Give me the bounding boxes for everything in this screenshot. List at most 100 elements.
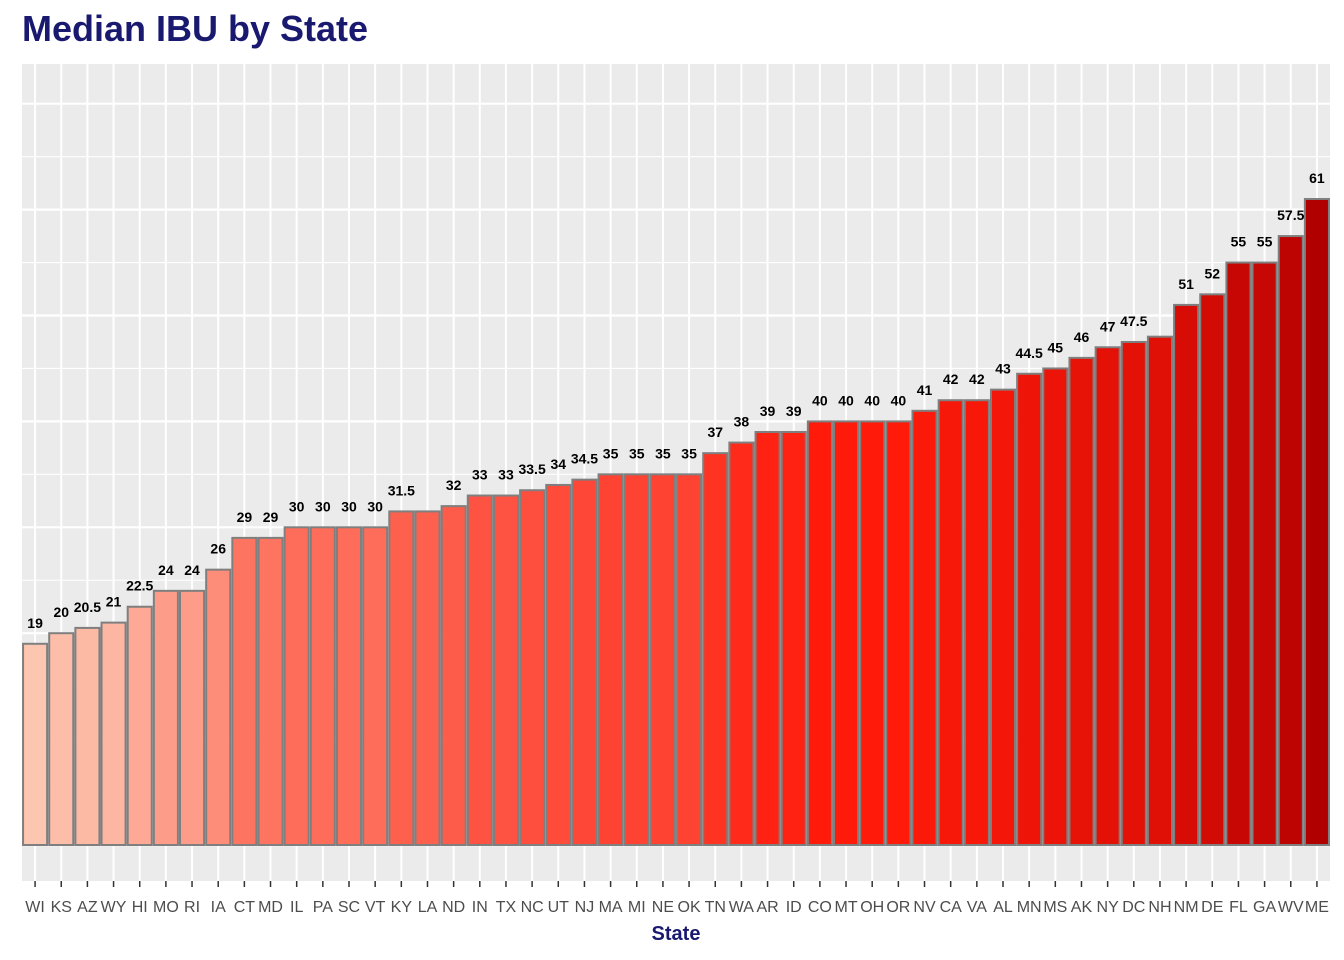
x-tick-label: CT bbox=[234, 899, 256, 916]
x-tick-label: PA bbox=[313, 899, 333, 916]
x-tick-label: DE bbox=[1201, 899, 1223, 916]
bar-value-label: 42 bbox=[969, 371, 985, 387]
x-tick-label: IN bbox=[472, 899, 488, 916]
bar-DE bbox=[1199, 293, 1226, 846]
bar-OH bbox=[859, 420, 886, 846]
bar-LA bbox=[414, 510, 441, 846]
bar-value-label: 29 bbox=[237, 509, 253, 525]
bar-value-label: 43 bbox=[995, 361, 1011, 377]
bar-HI bbox=[126, 605, 153, 846]
x-tick-label: MD bbox=[258, 899, 283, 916]
bar-ID bbox=[780, 430, 807, 846]
bar-value-label: 45 bbox=[1048, 339, 1064, 355]
bar-value-label: 57.5 bbox=[1277, 207, 1304, 223]
x-tick-label: TN bbox=[705, 899, 726, 916]
x-tick-label: WA bbox=[729, 899, 755, 916]
x-tick-label: IA bbox=[211, 899, 226, 916]
bar-ND bbox=[440, 505, 467, 846]
bar-value-label: 39 bbox=[760, 403, 776, 419]
bar-WY bbox=[100, 621, 127, 846]
bar-AZ bbox=[74, 626, 101, 847]
x-tick-label: ME bbox=[1305, 899, 1329, 916]
x-tick-label: WI bbox=[25, 899, 45, 916]
bar-MS bbox=[1042, 367, 1069, 846]
bar-value-label: 26 bbox=[210, 541, 226, 557]
x-tick-label: RI bbox=[184, 899, 200, 916]
bar-value-label: 33 bbox=[472, 467, 488, 483]
bar-value-label: 21 bbox=[106, 594, 122, 610]
bar-CT bbox=[231, 536, 258, 846]
bar-value-label: 39 bbox=[786, 403, 802, 419]
bar-value-label: 52 bbox=[1204, 265, 1220, 281]
x-tick-label: KS bbox=[51, 899, 72, 916]
bar-RI bbox=[179, 589, 206, 847]
x-tick-label: MT bbox=[834, 899, 857, 916]
x-tick-label: GA bbox=[1253, 899, 1276, 916]
x-tick-label: MO bbox=[153, 899, 179, 916]
bar-value-label: 47 bbox=[1100, 318, 1116, 334]
x-tick-label: ND bbox=[442, 899, 465, 916]
bar-MD bbox=[257, 536, 284, 846]
bar-IL bbox=[283, 526, 310, 846]
bar-value-label: 35 bbox=[655, 445, 671, 461]
x-tick-label: MS bbox=[1043, 899, 1067, 916]
x-tick-label: AK bbox=[1071, 899, 1093, 916]
bar-MT bbox=[833, 420, 860, 846]
x-tick-label: NY bbox=[1097, 899, 1120, 916]
bar-value-label: 46 bbox=[1074, 329, 1090, 345]
x-tick-label: SC bbox=[338, 899, 360, 916]
bar-value-label: 40 bbox=[864, 392, 880, 408]
bar-ME bbox=[1303, 198, 1330, 846]
x-tick-label: OK bbox=[678, 899, 701, 916]
bar-value-label: 40 bbox=[838, 392, 854, 408]
x-tick-label: KY bbox=[391, 899, 413, 916]
bar-AR bbox=[754, 430, 781, 846]
bar-MA bbox=[597, 473, 624, 846]
bar-NV bbox=[911, 409, 938, 846]
x-tick-label: DC bbox=[1122, 899, 1145, 916]
x-tick-label: IL bbox=[290, 899, 303, 916]
bar-TN bbox=[702, 452, 729, 846]
x-tick-label: CA bbox=[940, 899, 963, 916]
x-tick-label: MA bbox=[599, 899, 623, 916]
bar-IN bbox=[466, 494, 493, 846]
bar-value-label: 40 bbox=[891, 392, 907, 408]
bars bbox=[22, 198, 1330, 847]
bar-CO bbox=[806, 420, 833, 846]
bar-NC bbox=[519, 489, 546, 846]
bar-value-label: 31.5 bbox=[388, 482, 415, 498]
x-tick-label: TX bbox=[496, 899, 517, 916]
bar-value-label: 37 bbox=[707, 424, 723, 440]
bar-value-label: 30 bbox=[315, 498, 331, 514]
bar-value-label: 35 bbox=[629, 445, 645, 461]
bar-value-label: 51 bbox=[1178, 276, 1194, 292]
x-tick-label: FL bbox=[1229, 899, 1248, 916]
x-tick-label: NM bbox=[1174, 899, 1199, 916]
x-tick-label: NJ bbox=[575, 899, 595, 916]
x-tick-label: NV bbox=[913, 899, 936, 916]
bar-UT bbox=[545, 483, 572, 846]
bar-value-label: 34 bbox=[550, 456, 566, 472]
bar-value-label: 38 bbox=[734, 414, 750, 430]
bar-MI bbox=[623, 473, 650, 846]
x-axis-ticks: WI KS AZ WY HI MO RI IA CT MD IL PA SC VT KY LA ND IN TX NC… bbox=[25, 881, 1329, 916]
x-tick-label: MI bbox=[628, 899, 646, 916]
bar-GA bbox=[1251, 261, 1278, 846]
bar-value-label: 20 bbox=[53, 604, 69, 620]
bar-value-label: 35 bbox=[603, 445, 619, 461]
bar-value-label: 30 bbox=[341, 498, 357, 514]
bar-value-label: 47.5 bbox=[1120, 313, 1147, 329]
bar-value-label: 22.5 bbox=[126, 578, 153, 594]
chart-title: Median IBU by State bbox=[22, 8, 369, 49]
x-tick-label: NH bbox=[1148, 899, 1171, 916]
bar-value-label: 30 bbox=[289, 498, 305, 514]
bar-FL bbox=[1225, 261, 1252, 846]
x-tick-label: WY bbox=[101, 899, 127, 916]
x-tick-label: MN bbox=[1017, 899, 1042, 916]
bar-OR bbox=[885, 420, 912, 846]
x-tick-label: VA bbox=[967, 899, 987, 916]
bar-PA bbox=[309, 526, 336, 846]
bar-value-label: 24 bbox=[158, 562, 174, 578]
bar-NM bbox=[1173, 303, 1200, 847]
bar-value-label: 20.5 bbox=[74, 599, 101, 615]
